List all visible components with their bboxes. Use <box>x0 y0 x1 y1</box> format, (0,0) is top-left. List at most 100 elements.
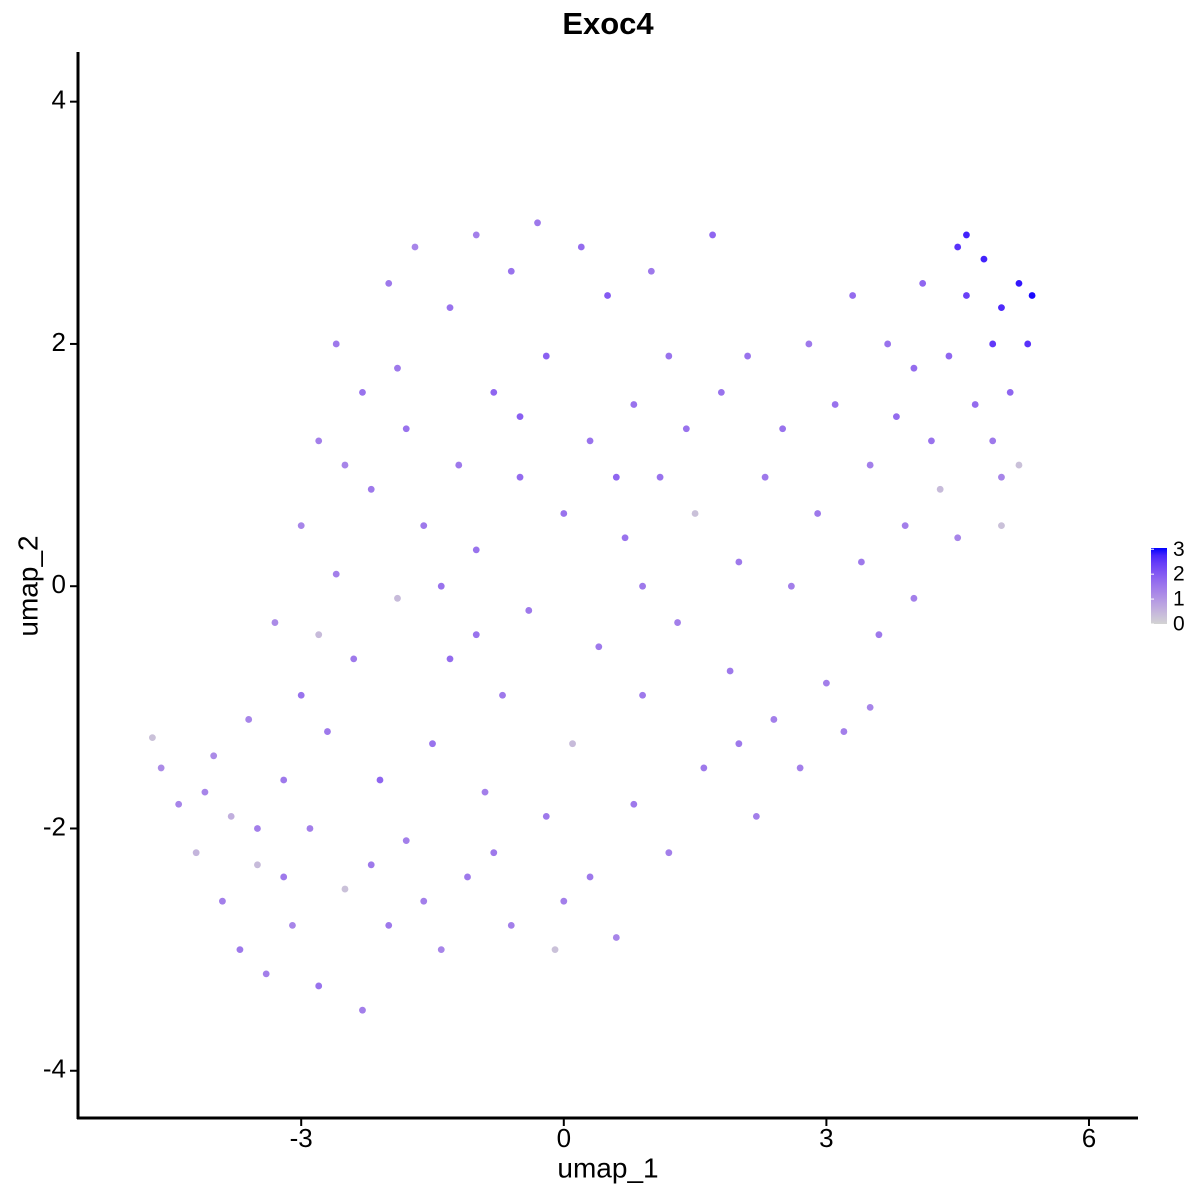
point <box>656 473 664 481</box>
point <box>849 292 857 299</box>
point <box>1028 292 1036 299</box>
point <box>280 776 288 784</box>
point <box>157 764 165 772</box>
point <box>464 873 471 881</box>
point <box>998 473 1005 481</box>
point <box>691 510 699 517</box>
point <box>682 425 690 433</box>
point <box>858 558 865 566</box>
point <box>472 231 480 239</box>
point <box>359 388 366 396</box>
point <box>394 594 401 602</box>
point <box>437 582 445 590</box>
point <box>175 800 183 808</box>
point <box>735 740 743 748</box>
point <box>840 728 848 735</box>
point <box>367 485 375 493</box>
point <box>604 292 611 299</box>
point <box>507 921 515 929</box>
colorbar <box>1151 548 1167 624</box>
point <box>385 279 393 287</box>
x-tick-label: 6 <box>1082 1123 1096 1153</box>
point <box>866 461 874 469</box>
point <box>822 679 830 687</box>
point <box>490 849 498 857</box>
colorbar-label: 3 <box>1173 538 1185 561</box>
point <box>796 764 804 772</box>
point <box>1024 340 1032 348</box>
point <box>621 534 629 542</box>
point <box>954 243 962 251</box>
point <box>586 437 594 445</box>
point <box>385 921 393 929</box>
point <box>928 437 935 445</box>
point <box>271 619 279 626</box>
y-tick-label: -2 <box>43 811 66 841</box>
point <box>446 655 454 663</box>
point <box>980 255 988 263</box>
point <box>998 304 1005 311</box>
point <box>989 340 997 348</box>
y-tick-label: 2 <box>52 327 66 357</box>
point <box>367 861 375 869</box>
point <box>910 594 918 602</box>
point <box>297 522 305 530</box>
point <box>280 873 288 881</box>
point <box>315 437 323 445</box>
point <box>569 740 576 748</box>
point <box>998 522 1005 530</box>
point <box>429 740 436 748</box>
point <box>630 800 638 808</box>
point <box>236 946 244 954</box>
colorbar-label: 1 <box>1173 588 1185 611</box>
point <box>761 473 769 481</box>
point <box>1015 279 1023 287</box>
point <box>201 788 209 796</box>
point <box>1015 461 1023 469</box>
point <box>332 570 340 578</box>
point <box>402 837 410 844</box>
point <box>884 340 892 348</box>
point <box>989 437 997 445</box>
point <box>630 401 638 408</box>
point <box>674 619 681 626</box>
point <box>306 825 314 832</box>
point <box>499 691 506 699</box>
point <box>647 267 655 275</box>
point <box>149 734 156 742</box>
point <box>490 388 498 396</box>
point <box>262 970 270 978</box>
point <box>341 885 349 893</box>
point <box>779 425 787 433</box>
point <box>726 667 734 675</box>
point <box>411 243 419 251</box>
point <box>525 607 533 614</box>
point <box>245 716 253 723</box>
point <box>770 716 778 723</box>
point <box>735 558 743 566</box>
colorbar-label: 2 <box>1173 563 1185 586</box>
point <box>324 728 331 735</box>
point <box>254 861 261 869</box>
chart-title: Exoc4 <box>562 6 654 41</box>
point <box>472 546 480 554</box>
point <box>805 340 813 348</box>
point <box>394 364 401 372</box>
point <box>289 921 296 929</box>
point <box>831 401 839 408</box>
point <box>612 473 620 481</box>
point <box>875 631 883 639</box>
x-axis-title: umap_1 <box>557 1152 658 1183</box>
point <box>560 897 568 905</box>
point <box>437 946 445 954</box>
point <box>612 934 620 941</box>
point <box>577 243 585 251</box>
point <box>376 776 384 784</box>
point <box>402 425 410 433</box>
point <box>866 703 874 711</box>
point <box>420 522 428 530</box>
point <box>901 522 909 530</box>
point <box>481 788 489 796</box>
y-axis-title: umap_2 <box>12 535 43 636</box>
point <box>963 231 970 239</box>
